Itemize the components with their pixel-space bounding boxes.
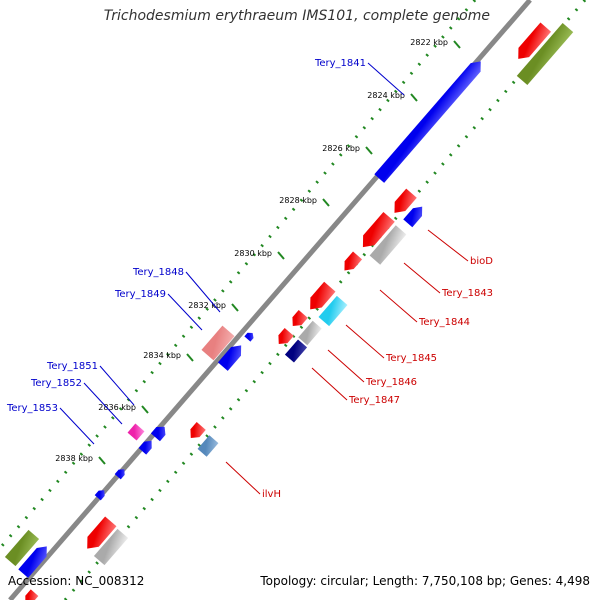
gene-red-top[interactable] [513,22,552,64]
gene-tery-1853[interactable] [114,467,128,480]
svg-text:Tery_1846: Tery_1846 [365,377,417,388]
gene-red-d[interactable] [274,328,294,348]
gene-tery-1844[interactable] [340,251,363,275]
svg-text:Tery_1853: Tery_1853 [6,403,58,414]
tick-2836-kbp: 2836 kbp [98,403,149,414]
label-tery-1853: Tery_1853 [6,403,95,445]
gene-tery-1846[interactable] [298,320,322,346]
tick-marks: 2822 kbp 2824 kbp 2826 kbp 2828 kbp 2830 kbp… [55,38,461,465]
svg-text:2824 kbp: 2824 kbp [367,91,405,100]
gene-tery-1843[interactable] [357,211,395,252]
gene-red-edge[interactable] [22,589,39,600]
label-tery-1845: Tery_1845 [345,324,437,364]
label-tery-1849: Tery_1849 [114,289,203,331]
label-tery-1852: Tery_1852 [30,378,123,425]
dotted-guide-outer [0,0,477,551]
svg-text:Tery_1844: Tery_1844 [418,317,470,328]
label-biod: bioD [427,229,493,267]
gene-red-bottom[interactable] [82,516,117,553]
tick-2830-kbp: 2830 kbp [234,249,285,260]
gene-olive-top[interactable] [516,22,574,86]
gene-tery-1841[interactable] [374,57,485,183]
gene-features [4,22,574,600]
gene-bioD[interactable] [403,203,426,228]
accession-text: Accession: NC_008312 [8,574,145,588]
gene-red-c[interactable] [288,310,308,330]
tick-2824-kbp: 2824 kbp [367,91,418,102]
tick-2832-kbp: 2832 kbp [188,301,239,312]
gene-blue-bottom[interactable] [18,542,51,578]
tick-2834-kbp: 2834 kbp [143,351,194,362]
gene-red-e[interactable] [186,422,206,442]
svg-text:Tery_1852: Tery_1852 [30,378,82,389]
svg-text:bioD: bioD [470,256,493,267]
svg-text:2836 kbp: 2836 kbp [98,403,136,412]
svg-text:2832 kbp: 2832 kbp [188,301,226,310]
gene-small-2[interactable] [94,488,108,501]
svg-text:2834 kbp: 2834 kbp [143,351,181,360]
gene-olive-bottom[interactable] [4,529,40,567]
gene-tery-1852[interactable] [138,437,156,455]
gene-grey-a[interactable] [369,225,407,265]
svg-text:2826 kbp: 2826 kbp [322,144,360,153]
label-tery-1844: Tery_1844 [379,289,470,328]
svg-text:Tery_1841: Tery_1841 [314,58,366,69]
gene-tery-1845[interactable] [318,295,348,327]
gene-red-b[interactable] [305,281,336,314]
gene-tery-1851[interactable] [150,423,169,442]
tick-2826-kbp: 2826 kbp [322,144,373,155]
gene-labels: Tery_1841 Tery_1848 Tery_1849 Tery_1851 Tery… [6,58,493,500]
gene-grey-bottom[interactable] [93,528,129,566]
gene-tery-1848[interactable] [201,325,235,361]
label-ilvh: ilvH [225,461,281,500]
svg-text:Tery_1848: Tery_1848 [132,267,184,278]
svg-text:Tery_1851: Tery_1851 [46,361,98,372]
gene-small-1[interactable] [244,330,255,342]
label-tery-1851: Tery_1851 [46,361,135,406]
tick-2822-kbp: 2822 kbp [410,38,461,49]
gene-red-a[interactable] [389,188,417,218]
svg-text:2830 kbp: 2830 kbp [234,249,272,258]
svg-text:Tery_1845: Tery_1845 [385,353,437,364]
label-tery-1846: Tery_1846 [327,349,417,388]
svg-text:2822 kbp: 2822 kbp [410,38,448,47]
label-tery-1843: Tery_1843 [403,262,493,299]
gene-tery-1847[interactable] [284,339,308,363]
svg-text:Tery_1843: Tery_1843 [441,288,493,299]
label-tery-1848: Tery_1848 [132,267,221,313]
topology-text: Topology: circular; Length: 7,750,108 bp… [260,574,590,588]
tick-2828-kbp: 2828 kbp [279,196,330,207]
gene-ilvH[interactable] [197,435,219,457]
svg-text:2838 kbp: 2838 kbp [55,454,93,463]
label-tery-1847: Tery_1847 [311,367,400,406]
svg-text:ilvH: ilvH [262,489,281,500]
label-tery-1841: Tery_1841 [314,58,405,96]
svg-text:2828 kbp: 2828 kbp [279,196,317,205]
gene-tery-1849[interactable] [217,341,246,371]
svg-text:Tery_1849: Tery_1849 [114,289,166,300]
tick-2838-kbp: 2838 kbp [55,454,106,465]
svg-text:Tery_1847: Tery_1847 [348,395,400,406]
genome-title: Trichodesmium erythraeum IMS101, complet… [103,8,490,24]
gene-magenta[interactable] [127,423,145,441]
